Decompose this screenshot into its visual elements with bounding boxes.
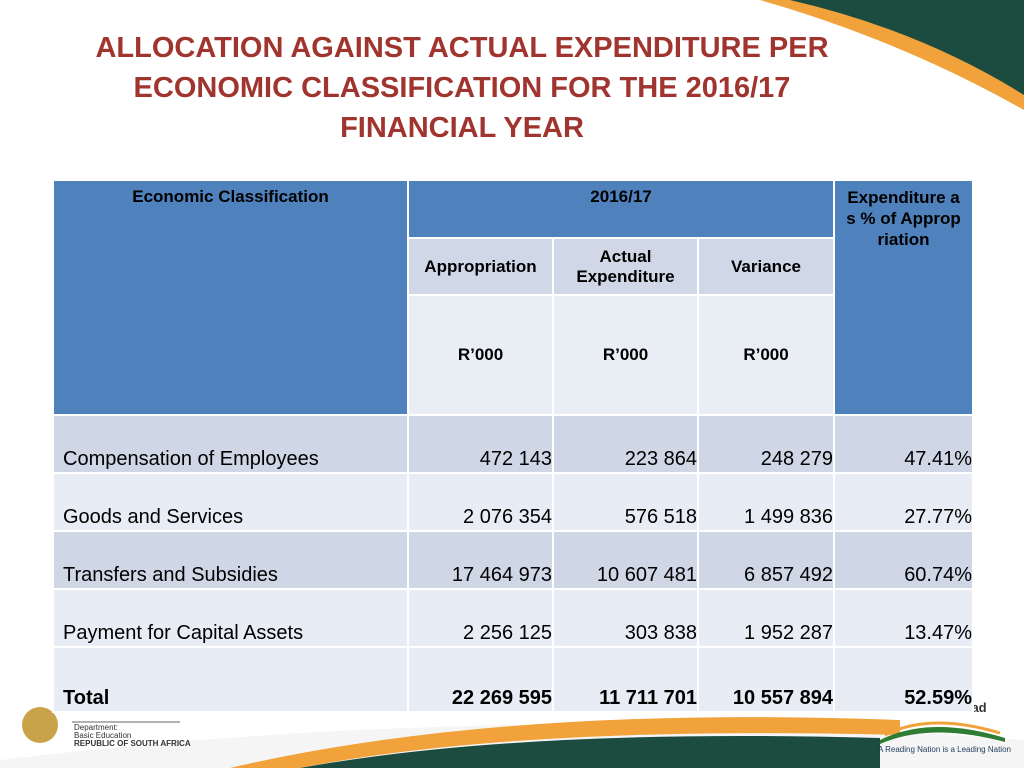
unit-cell: R’000	[552, 294, 699, 416]
unit-cell: R’000	[696, 294, 836, 416]
table-row: Transfers and Subsidies 17 464 973 10 607 …	[52, 530, 975, 590]
value-cell: 248 279	[696, 414, 836, 474]
total-cell: 22 269 595	[407, 646, 554, 713]
total-label: Total	[52, 646, 409, 713]
swoosh-green-bottom	[300, 736, 880, 768]
book-logo	[880, 726, 1005, 744]
value-cell: 10 607 481	[552, 530, 699, 590]
label-cell: Compensation of Employees	[52, 414, 409, 474]
title-line: FINANCIAL YEAR	[340, 112, 584, 144]
title-line: ECONOMIC CLASSIFICATION FOR THE 2016/17	[133, 72, 791, 104]
value-cell: 13.47%	[833, 588, 975, 648]
column-header: Appropriation	[407, 237, 554, 296]
label-cell: Transfers and Subsidies	[52, 530, 409, 590]
value-cell: 60.74%	[833, 530, 975, 590]
value-cell: 6 857 492	[696, 530, 836, 590]
expenditure-table: Economic Classification 2016/17 Expendit…	[52, 179, 975, 713]
header-cell: Expenditure as % of Appropriation	[833, 179, 975, 416]
book-logo-line	[884, 721, 1001, 737]
slide-title: ALLOCATION AGAINST ACTUAL EXPENDITURE PE…	[0, 28, 924, 148]
column-header: Variance	[696, 237, 836, 296]
swoosh-orange-bottom	[230, 717, 900, 768]
title-line: ALLOCATION AGAINST ACTUAL EXPENDITURE PE…	[95, 32, 829, 64]
table-row: Payment for Capital Assets 2 256 125 303 8…	[52, 588, 975, 648]
value-cell: 2 076 354	[407, 472, 554, 532]
unit-cell: R’000	[407, 294, 554, 416]
value-cell: 2 256 125	[407, 588, 554, 648]
total-cell: 11 711 701	[552, 646, 699, 713]
department-line: Basic Education	[74, 731, 132, 740]
label-cell: Payment for Capital Assets	[52, 588, 409, 648]
value-cell: 47.41%	[833, 414, 975, 474]
department-line: REPUBLIC OF SOUTH AFRICA	[74, 739, 191, 748]
tagline: A Reading Nation is a Leading Nation	[878, 745, 1011, 754]
table-row: Compensation of Employees 472 143 223 864 2…	[52, 414, 975, 474]
department-line: Department:	[74, 723, 119, 732]
value-cell: 1 499 836	[696, 472, 836, 532]
table-row: Goods and Services 2 076 354 576 518 1 499 …	[52, 472, 975, 532]
total-cell: 52.59%	[833, 646, 975, 713]
swoosh-green	[790, 0, 1024, 95]
value-cell: 1 952 287	[696, 588, 836, 648]
label-cell: Goods and Services	[52, 472, 409, 532]
total-row: Total 22 269 595 11 711 701 10 557 894 52.59…	[52, 646, 975, 713]
value-cell: 303 838	[552, 588, 699, 648]
department-logo: Department: Basic Education REPUBLIC OF …	[74, 724, 191, 748]
value-cell: 17 464 973	[407, 530, 554, 590]
coat-of-arms	[22, 707, 58, 743]
value-cell: 472 143	[407, 414, 554, 474]
value-cell: 223 864	[552, 414, 699, 474]
total-cell: 10 557 894	[696, 646, 836, 713]
header-cell: Economic Classification	[52, 179, 409, 416]
column-header: Actual Expenditure	[552, 237, 699, 296]
value-cell: 576 518	[552, 472, 699, 532]
value-cell: 27.77%	[833, 472, 975, 532]
header-cell: 2016/17	[406, 179, 836, 239]
